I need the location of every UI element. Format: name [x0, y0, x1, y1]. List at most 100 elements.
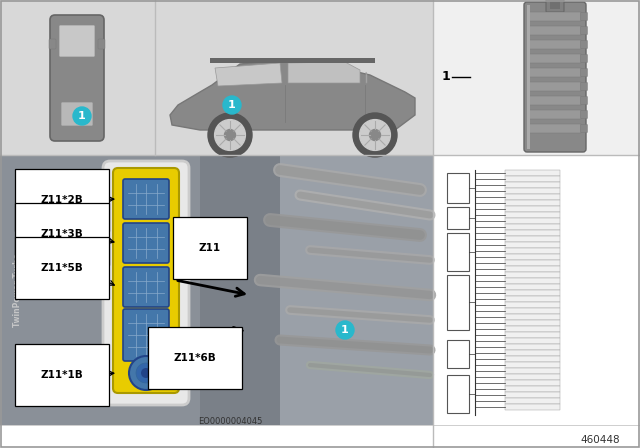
- FancyBboxPatch shape: [529, 82, 581, 91]
- Circle shape: [223, 96, 241, 114]
- FancyBboxPatch shape: [580, 26, 588, 34]
- FancyBboxPatch shape: [0, 0, 155, 155]
- FancyBboxPatch shape: [210, 58, 375, 63]
- FancyBboxPatch shape: [546, 0, 564, 12]
- FancyBboxPatch shape: [505, 392, 560, 398]
- FancyBboxPatch shape: [200, 155, 433, 425]
- FancyBboxPatch shape: [580, 96, 588, 104]
- Circle shape: [208, 113, 252, 157]
- FancyBboxPatch shape: [505, 398, 560, 404]
- Polygon shape: [288, 62, 360, 83]
- FancyBboxPatch shape: [505, 236, 560, 242]
- Text: 460448: 460448: [580, 435, 620, 445]
- Circle shape: [214, 120, 245, 151]
- FancyBboxPatch shape: [123, 223, 169, 263]
- FancyBboxPatch shape: [505, 230, 560, 236]
- FancyBboxPatch shape: [529, 12, 581, 21]
- Text: 1: 1: [441, 70, 450, 83]
- FancyBboxPatch shape: [98, 39, 105, 49]
- FancyBboxPatch shape: [529, 110, 581, 119]
- FancyBboxPatch shape: [433, 155, 640, 425]
- Text: Z11*3B: Z11*3B: [40, 229, 83, 239]
- Text: 1: 1: [228, 100, 236, 110]
- FancyBboxPatch shape: [505, 320, 560, 326]
- FancyBboxPatch shape: [580, 82, 588, 90]
- FancyBboxPatch shape: [123, 267, 169, 307]
- FancyBboxPatch shape: [580, 55, 588, 63]
- FancyBboxPatch shape: [505, 350, 560, 356]
- FancyBboxPatch shape: [580, 40, 588, 48]
- FancyBboxPatch shape: [200, 155, 280, 425]
- FancyBboxPatch shape: [505, 362, 560, 368]
- FancyBboxPatch shape: [0, 425, 640, 448]
- FancyBboxPatch shape: [505, 356, 560, 362]
- Circle shape: [369, 129, 381, 141]
- FancyBboxPatch shape: [505, 296, 560, 302]
- FancyBboxPatch shape: [529, 124, 581, 133]
- FancyBboxPatch shape: [433, 0, 640, 155]
- FancyBboxPatch shape: [505, 242, 560, 248]
- FancyBboxPatch shape: [505, 314, 560, 320]
- FancyBboxPatch shape: [505, 308, 560, 314]
- FancyBboxPatch shape: [505, 272, 560, 278]
- FancyBboxPatch shape: [123, 179, 169, 219]
- FancyBboxPatch shape: [529, 68, 581, 77]
- FancyBboxPatch shape: [505, 218, 560, 224]
- Polygon shape: [170, 60, 415, 130]
- Text: Z11*6B: Z11*6B: [173, 353, 216, 363]
- Circle shape: [136, 363, 156, 383]
- Circle shape: [225, 129, 236, 141]
- FancyBboxPatch shape: [505, 338, 560, 344]
- FancyBboxPatch shape: [524, 2, 586, 152]
- FancyBboxPatch shape: [505, 224, 560, 230]
- FancyBboxPatch shape: [59, 25, 95, 57]
- FancyBboxPatch shape: [505, 206, 560, 212]
- Polygon shape: [366, 72, 367, 83]
- FancyBboxPatch shape: [505, 344, 560, 350]
- FancyBboxPatch shape: [505, 380, 560, 386]
- FancyBboxPatch shape: [529, 40, 581, 49]
- FancyBboxPatch shape: [50, 15, 104, 141]
- Text: 1: 1: [341, 325, 349, 335]
- FancyBboxPatch shape: [155, 0, 433, 155]
- FancyBboxPatch shape: [505, 248, 560, 254]
- FancyBboxPatch shape: [529, 26, 581, 35]
- Circle shape: [360, 120, 390, 151]
- FancyBboxPatch shape: [505, 302, 560, 308]
- FancyBboxPatch shape: [505, 176, 560, 182]
- Text: Z11*2B: Z11*2B: [40, 195, 83, 205]
- FancyBboxPatch shape: [580, 13, 588, 21]
- FancyBboxPatch shape: [505, 200, 560, 206]
- FancyBboxPatch shape: [505, 170, 560, 176]
- FancyBboxPatch shape: [505, 284, 560, 290]
- Circle shape: [141, 368, 151, 378]
- FancyBboxPatch shape: [580, 69, 588, 77]
- FancyBboxPatch shape: [505, 182, 560, 188]
- Text: EO0000004045: EO0000004045: [198, 418, 262, 426]
- FancyBboxPatch shape: [505, 290, 560, 296]
- Circle shape: [353, 113, 397, 157]
- FancyBboxPatch shape: [505, 254, 560, 260]
- Circle shape: [129, 356, 163, 390]
- Text: Z11*1B: Z11*1B: [40, 370, 83, 380]
- Circle shape: [73, 107, 91, 125]
- FancyBboxPatch shape: [0, 155, 433, 425]
- FancyBboxPatch shape: [505, 386, 560, 392]
- FancyBboxPatch shape: [529, 54, 581, 63]
- FancyBboxPatch shape: [113, 168, 179, 393]
- Polygon shape: [215, 63, 282, 86]
- FancyBboxPatch shape: [61, 102, 93, 126]
- FancyBboxPatch shape: [505, 404, 560, 410]
- FancyBboxPatch shape: [580, 125, 588, 133]
- FancyBboxPatch shape: [550, 1, 560, 9]
- FancyBboxPatch shape: [103, 161, 189, 405]
- FancyBboxPatch shape: [505, 278, 560, 284]
- FancyBboxPatch shape: [527, 5, 530, 149]
- Text: 1: 1: [78, 111, 86, 121]
- FancyBboxPatch shape: [123, 309, 169, 361]
- FancyBboxPatch shape: [505, 260, 560, 266]
- Circle shape: [336, 321, 354, 339]
- FancyBboxPatch shape: [529, 96, 581, 105]
- Text: Z11*5B: Z11*5B: [40, 263, 83, 273]
- Text: TwinPower Turbo: TwinPower Turbo: [13, 253, 22, 327]
